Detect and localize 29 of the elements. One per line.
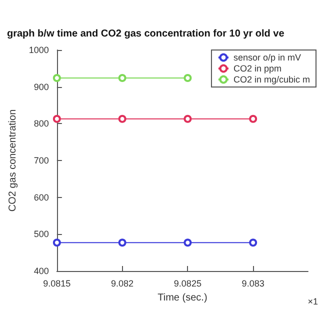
point — [184, 74, 192, 82]
point — [249, 114, 258, 123]
point — [52, 114, 61, 123]
text: ×1 — [308, 296, 318, 306]
y-tick-label: 900 — [34, 82, 49, 92]
x-tick-label: 9.0815 — [43, 278, 71, 288]
x-tick-label: 9.082 — [111, 278, 134, 288]
point — [249, 238, 258, 247]
legend-label: CO2 in mg/cubic m — [233, 74, 310, 84]
point — [52, 238, 61, 247]
y-tick-label: 1000 — [28, 45, 49, 55]
chart-title: graph b/w time and CO2 gas concentration for 10 yr old ve — [7, 28, 285, 40]
point — [118, 238, 126, 247]
y-tick-label: 800 — [34, 118, 49, 129]
point — [184, 114, 192, 123]
x-axis-title: Time (sec.) — [158, 292, 208, 304]
legend-label: sensor o/p in mV — [233, 52, 302, 62]
point — [52, 74, 61, 82]
point — [118, 114, 126, 123]
y-tick-label: 600 — [34, 192, 49, 202]
legend-label: CO2 in ppm — [233, 64, 282, 74]
y-tick-label: 400 — [34, 266, 49, 276]
y-tick-label: 500 — [34, 229, 49, 240]
x-tick-label: 9.083 — [242, 278, 264, 288]
y-axis-title: CO2 gas concentration — [8, 109, 18, 212]
point — [118, 74, 126, 82]
y-tick-label: 700 — [34, 156, 49, 166]
point — [184, 238, 192, 247]
x-tick-label: 9.0825 — [174, 278, 202, 288]
